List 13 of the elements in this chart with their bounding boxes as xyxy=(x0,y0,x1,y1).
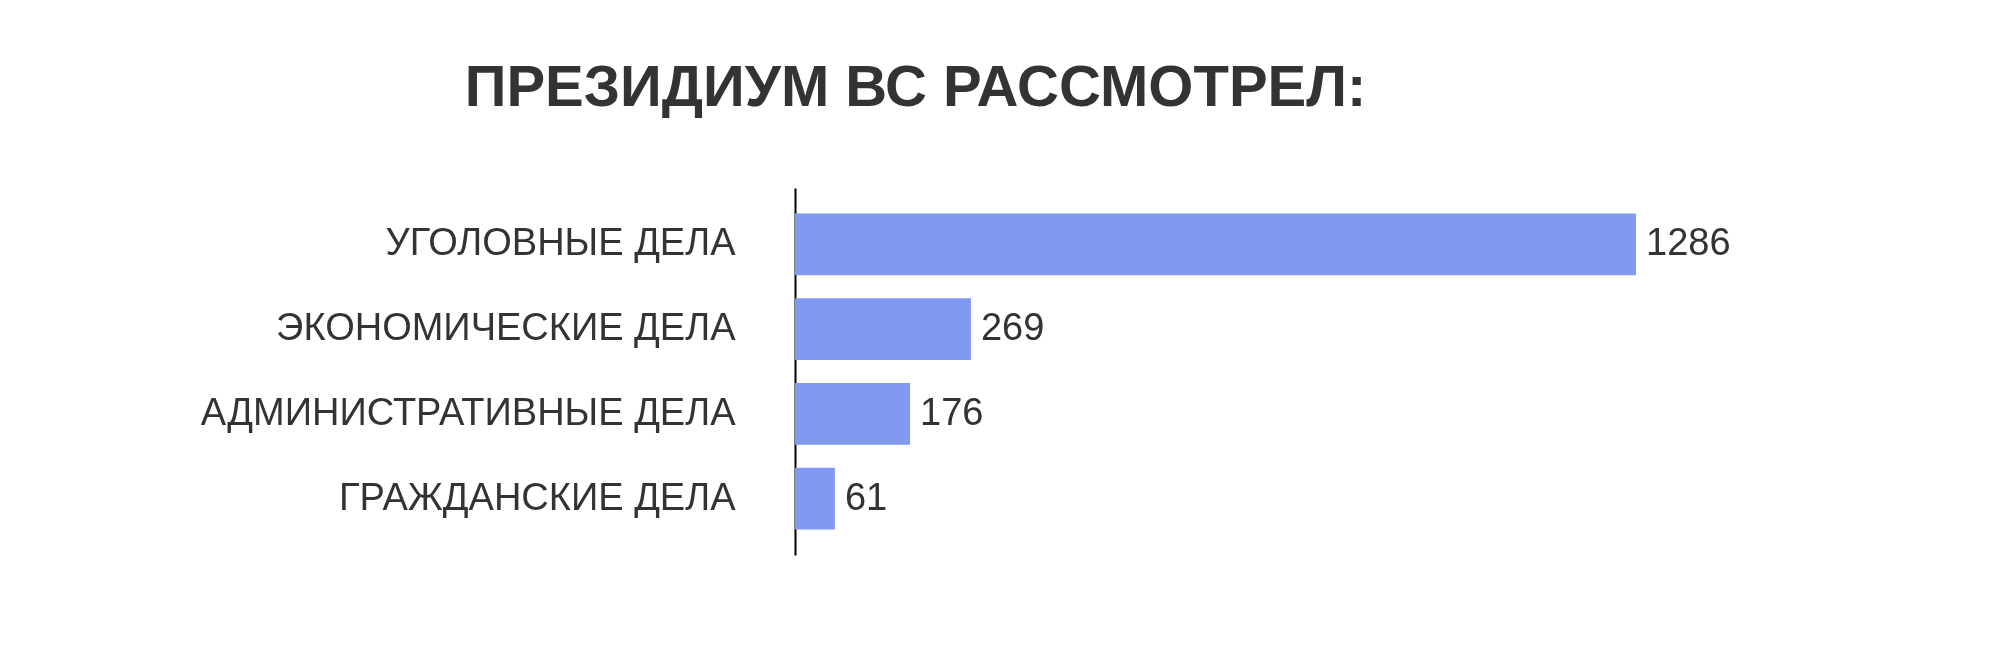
data-label: 61 xyxy=(844,475,888,518)
data-label: 176 xyxy=(920,390,984,433)
bar xyxy=(795,213,1636,276)
data-label: 1286 xyxy=(1646,221,1731,264)
chart-title: ПРЕЗИДИУМ ВС РАССМОТРЕЛ: xyxy=(464,53,1367,118)
bar xyxy=(795,467,835,530)
bar xyxy=(795,298,971,361)
bar xyxy=(795,382,911,445)
y-tick-label: ГРАЖДАНСКИЕ ДЕЛА xyxy=(339,475,737,518)
data-label: 269 xyxy=(980,306,1045,349)
y-tick-label: ЭКОНОМИЧЕСКИЕ ДЕЛА xyxy=(276,306,737,349)
y-tick-label: УГОЛОВНЫЕ ДЕЛА xyxy=(385,221,737,264)
y-tick-label: АДМИНИСТРАТИВНЫЕ ДЕЛА xyxy=(200,390,737,433)
